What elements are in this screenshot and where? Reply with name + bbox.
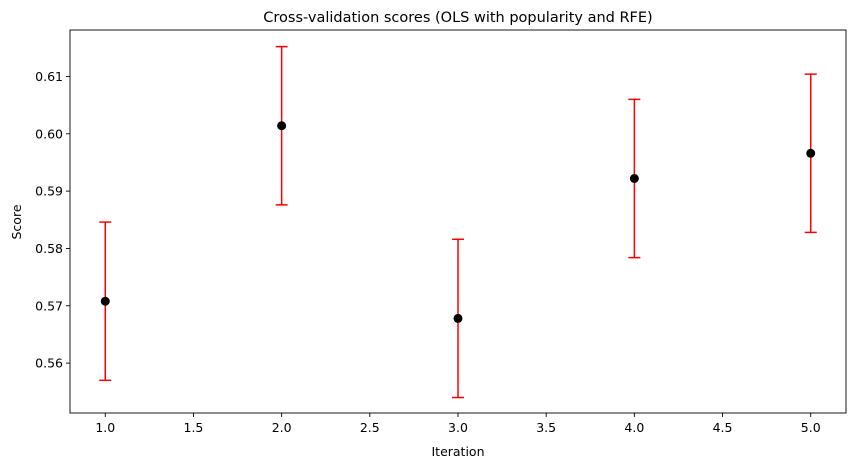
chart-title: Cross-validation scores (OLS with popula… (263, 10, 652, 26)
y-axis-ticks: 0.56 0.57 0.58 0.59 0.60 0.61 (35, 69, 70, 371)
y-tick-label: 0.59 (35, 184, 63, 199)
x-tick-label: 3.5 (536, 420, 556, 435)
data-point (277, 121, 287, 131)
y-tick-label: 0.58 (35, 241, 63, 256)
x-tick-label: 5.0 (801, 420, 821, 435)
error-bar-point (275, 45, 288, 206)
x-axis-ticks: 1.0 1.5 2.0 2.5 3.0 3.5 4.0 4.5 5.0 (95, 413, 821, 435)
x-tick-label: 4.0 (624, 420, 644, 435)
error-bar-point (452, 238, 464, 399)
y-tick-label: 0.56 (35, 356, 63, 371)
data-point (453, 313, 463, 323)
x-tick-label: 3.0 (448, 420, 468, 435)
x-tick-label: 2.5 (360, 420, 380, 435)
y-tick-label: 0.60 (35, 126, 63, 141)
error-bar-point (804, 73, 817, 234)
data-point (100, 296, 110, 306)
x-tick-label: 4.5 (713, 420, 733, 435)
data-marks (99, 45, 817, 399)
data-point (806, 148, 816, 158)
x-axis-label: Iteration (431, 444, 484, 459)
data-point (629, 173, 639, 183)
x-tick-label: 1.5 (184, 420, 204, 435)
x-tick-label: 2.0 (272, 420, 292, 435)
error-bar-point (99, 221, 112, 382)
y-tick-label: 0.61 (35, 69, 63, 84)
y-axis-label: Score (9, 204, 24, 239)
x-tick-label: 1.0 (95, 420, 115, 435)
y-tick-label: 0.57 (35, 298, 63, 313)
error-bar-point (628, 98, 641, 259)
